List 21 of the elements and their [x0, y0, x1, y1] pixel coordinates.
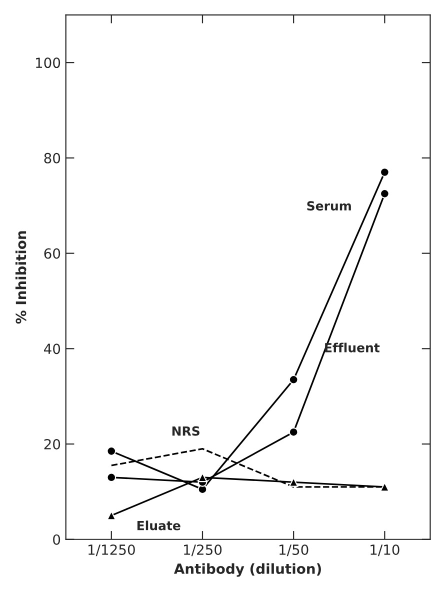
series-label: Serum [307, 201, 351, 211]
point [106, 446, 116, 456]
y-tick-label: 100 [36, 58, 60, 68]
series-label: Eluate [137, 520, 180, 530]
y-axis-title: % Inhibition [15, 231, 26, 324]
point [380, 189, 390, 198]
y-tick-label: 60 [44, 248, 60, 259]
y-tick-label: 40 [44, 344, 60, 354]
y-tick-label: 80 [44, 152, 60, 164]
series-label: NRS [172, 426, 200, 436]
x-tick-label: 1/50 [280, 544, 308, 556]
y-tick-label: 20 [44, 438, 60, 450]
point [288, 427, 298, 437]
point [288, 374, 298, 384]
x-axis-title: Antibody (dilution) [174, 563, 321, 577]
y-tick-label: 0 [53, 534, 60, 545]
x-tick-label: 1/1250 [88, 544, 135, 556]
point [106, 472, 116, 482]
x-tick-label: 1/10 [370, 544, 400, 556]
x-tick-label: 1/250 [184, 544, 222, 556]
point [380, 168, 390, 177]
